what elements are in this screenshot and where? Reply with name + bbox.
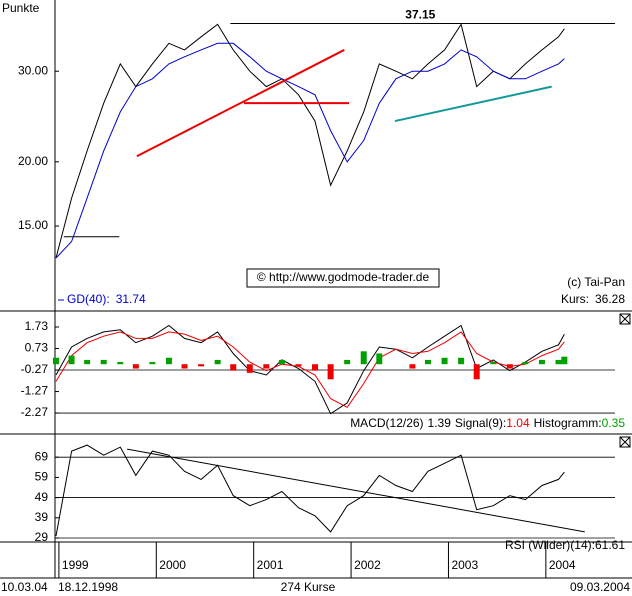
histogram-bar bbox=[360, 351, 367, 365]
annotation: (c) Tai-Pan bbox=[567, 275, 625, 289]
legend-entry: Kurs: 36.28 bbox=[561, 292, 625, 306]
legend-value: 1.04 bbox=[506, 416, 530, 430]
histogram-bar bbox=[149, 362, 156, 365]
histogram-bar bbox=[230, 364, 237, 371]
histogram-bar bbox=[52, 357, 59, 365]
trend-line bbox=[394, 85, 552, 123]
histogram-bar bbox=[278, 359, 285, 365]
histogram-bar bbox=[561, 356, 568, 365]
legend-value: 36.28 bbox=[595, 292, 625, 306]
histogram-bar bbox=[295, 364, 302, 367]
x-tick-label: 2001 bbox=[257, 558, 284, 572]
legend-label: Signal(9): bbox=[455, 416, 506, 430]
y-tick-label: 15.00 bbox=[18, 218, 48, 232]
legend-entry: RSI (Wilder)(14):61.61 bbox=[505, 538, 625, 552]
legend-entry: MACD(12/26) 1.39 Signal(9):1.04 Histogramm:… bbox=[350, 416, 625, 430]
series-line bbox=[55, 331, 565, 408]
legend-label: GD(40): bbox=[67, 292, 110, 306]
histogram-bar bbox=[376, 353, 383, 365]
y-tick-label: 1.73 bbox=[25, 319, 49, 333]
y-axis-title: Punkte bbox=[2, 1, 40, 15]
histogram-bar bbox=[165, 357, 172, 365]
x-tick-label: 2003 bbox=[451, 558, 478, 572]
y-tick-label: 59 bbox=[35, 470, 49, 484]
y-tick-label: 29 bbox=[35, 530, 49, 544]
y-tick-label: -2.27 bbox=[21, 405, 49, 419]
series-line bbox=[55, 42, 565, 259]
histogram-bar bbox=[522, 362, 529, 365]
x-tick-label: 2000 bbox=[159, 558, 186, 572]
footer-start: 18.12.1998 bbox=[58, 580, 118, 594]
copyright-box bbox=[246, 268, 440, 288]
histogram-bar bbox=[181, 364, 188, 369]
y-tick-label: 0.73 bbox=[25, 341, 49, 355]
y-tick-label: 30.00 bbox=[18, 63, 48, 77]
annotation: © http://www.godmode-trader.de bbox=[257, 270, 430, 284]
y-tick-label: -0.27 bbox=[21, 362, 49, 376]
histogram-bar bbox=[538, 359, 545, 365]
x-tick-label: 2002 bbox=[354, 558, 381, 572]
histogram-bar bbox=[458, 357, 465, 365]
histogram-bar bbox=[263, 364, 270, 369]
histogram-bar bbox=[68, 355, 75, 365]
y-tick-label: -1.27 bbox=[21, 384, 49, 398]
trend-line bbox=[126, 448, 585, 533]
y-tick-label: 49 bbox=[35, 490, 49, 504]
histogram-bar bbox=[327, 364, 334, 380]
histogram-bar bbox=[555, 359, 562, 365]
trend-label: 37.15 bbox=[405, 8, 435, 22]
histogram-bar bbox=[409, 364, 416, 369]
histogram-bar bbox=[344, 359, 351, 365]
series-line bbox=[55, 324, 565, 415]
x-tick-label: 2004 bbox=[549, 558, 576, 572]
legend-label: MACD(12/26) bbox=[350, 416, 423, 430]
histogram-bar bbox=[441, 357, 448, 365]
legend-label: RSI (Wilder)(14): bbox=[505, 538, 595, 552]
legend-label: Histogramm: bbox=[534, 416, 602, 430]
footer-count: 274 Kurse bbox=[281, 580, 336, 594]
footer-date: 10.03.04 bbox=[1, 580, 48, 594]
histogram-bar bbox=[84, 359, 91, 365]
histogram-bar bbox=[100, 359, 107, 365]
legend-entry: GD(40): 31.74 bbox=[67, 292, 146, 306]
histogram-bar bbox=[473, 364, 480, 380]
legend-value: 0.35 bbox=[602, 416, 626, 430]
series-line bbox=[55, 444, 565, 537]
histogram-bar bbox=[506, 364, 513, 369]
y-tick-label: 39 bbox=[35, 510, 49, 524]
trend-line bbox=[136, 49, 345, 158]
legend-label: Kurs: bbox=[561, 292, 589, 306]
histogram-bar bbox=[312, 364, 319, 371]
histogram-bar bbox=[117, 362, 124, 365]
footer-end: 09.03.2004 bbox=[570, 580, 630, 594]
y-tick-label: 20.00 bbox=[18, 154, 48, 168]
histogram-bar bbox=[490, 362, 497, 365]
legend-value: 61.61 bbox=[595, 538, 625, 552]
legend-value: 31.74 bbox=[116, 292, 146, 306]
y-tick-label: 69 bbox=[35, 449, 49, 463]
series-line bbox=[55, 23, 565, 259]
histogram-bar bbox=[246, 364, 253, 373]
x-tick-label: 1999 bbox=[62, 558, 89, 572]
histogram-bar bbox=[214, 359, 221, 365]
close-icon[interactable] bbox=[619, 436, 631, 448]
close-icon[interactable] bbox=[619, 313, 631, 325]
legend-value: 1.39 bbox=[428, 416, 452, 430]
histogram-bar bbox=[132, 364, 139, 369]
histogram-bar bbox=[198, 364, 205, 367]
histogram-bar bbox=[425, 359, 432, 365]
